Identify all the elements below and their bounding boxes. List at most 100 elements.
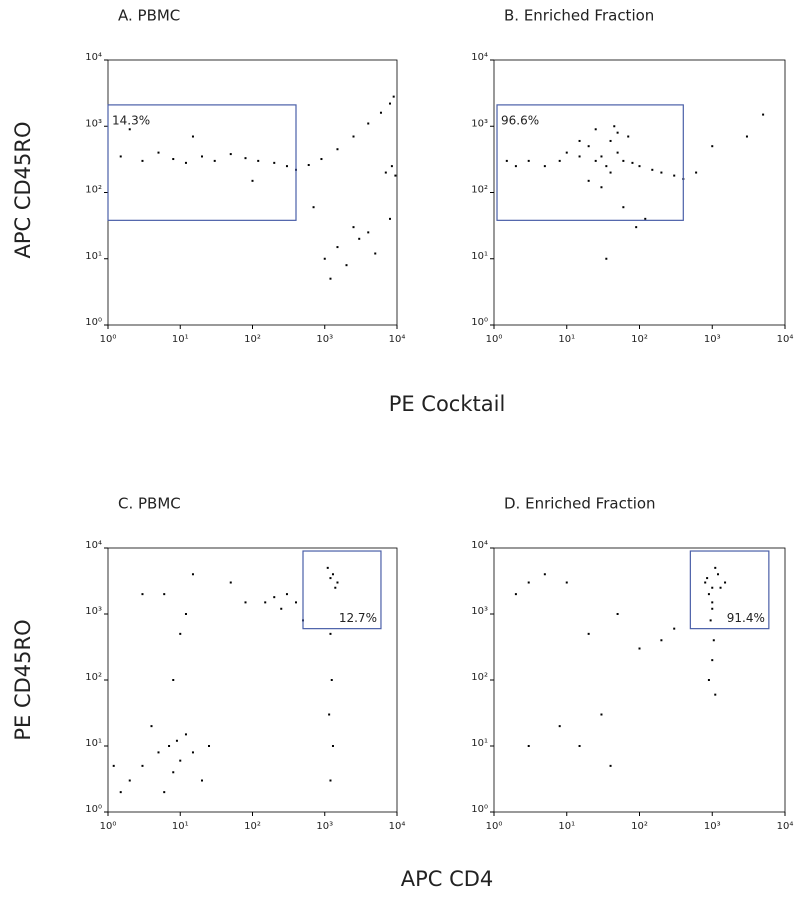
event-dot — [616, 613, 619, 615]
y-tick-label: 10⁴ — [471, 540, 488, 551]
x-tick-label: 10⁰ — [486, 821, 503, 832]
event-dot — [622, 159, 625, 162]
panel-title: D. Enriched Fraction — [504, 495, 656, 513]
panel-title: C. PBMC — [118, 495, 181, 513]
event-dot — [711, 601, 714, 604]
row-x-label: PE Cocktail — [389, 392, 506, 416]
x-tick-label: 10⁴ — [389, 334, 406, 345]
event-dot — [631, 161, 634, 164]
event-dot — [336, 246, 339, 249]
event-dot — [660, 639, 663, 642]
event-dot — [163, 593, 166, 596]
event-dot — [660, 171, 663, 174]
plot-frame — [107, 547, 398, 813]
event-dot — [141, 159, 144, 162]
event-dot — [326, 566, 329, 569]
event-dot — [257, 159, 260, 162]
y-tick-label: 10³ — [471, 118, 488, 129]
event-dot — [191, 573, 194, 576]
y-tick-label: 10⁰ — [471, 804, 488, 815]
event-dot — [673, 174, 676, 177]
event-dot — [711, 145, 714, 148]
event-dot — [213, 159, 216, 162]
event-dot — [514, 593, 517, 596]
event-dot — [179, 632, 182, 635]
event-dot — [543, 573, 546, 576]
x-tick-label: 10⁰ — [100, 821, 117, 832]
x-tick-label: 10⁰ — [100, 334, 117, 345]
y-tick-label: 10⁰ — [85, 317, 102, 328]
event-dot — [527, 159, 530, 162]
event-dot — [712, 639, 715, 642]
event-dot — [609, 139, 612, 142]
event-dot — [388, 217, 391, 220]
x-tick-label: 10³ — [316, 334, 333, 345]
event-dot — [141, 593, 144, 596]
event-dot — [179, 759, 182, 762]
x-tick-label: 10¹ — [172, 821, 189, 832]
event-dot — [323, 257, 326, 260]
event-dot — [128, 779, 131, 782]
y-tick-label: 10¹ — [471, 251, 488, 262]
event-dot — [200, 779, 203, 782]
x-tick-label: 10² — [631, 334, 648, 345]
event-dot — [334, 586, 337, 589]
event-dot — [229, 581, 232, 584]
event-dot — [704, 581, 707, 584]
y-tick-label: 10³ — [85, 118, 102, 129]
event-dot — [711, 586, 714, 589]
x-tick-label: 10¹ — [558, 334, 575, 345]
event-dot — [352, 226, 355, 229]
event-dot — [719, 586, 722, 589]
event-dot — [358, 237, 361, 240]
event-dot — [594, 159, 597, 162]
event-dot — [392, 95, 395, 98]
event-dot — [328, 713, 331, 716]
event-dot — [150, 725, 153, 728]
event-dot — [527, 581, 530, 584]
event-dot — [638, 165, 641, 168]
event-dot — [112, 764, 115, 767]
event-dot — [264, 601, 267, 604]
y-tick-label: 10¹ — [85, 738, 102, 749]
event-dot — [644, 217, 647, 220]
event-dot — [331, 745, 334, 747]
event-dot — [609, 171, 612, 174]
plot-frame — [493, 547, 786, 813]
event-dot — [141, 764, 144, 767]
x-tick-label: 10³ — [704, 334, 721, 345]
event-dot — [711, 659, 714, 662]
event-dot — [587, 179, 590, 182]
event-dot — [157, 751, 160, 754]
x-tick-label: 10² — [244, 821, 261, 832]
y-tick-label: 10⁴ — [85, 540, 102, 551]
row-x-label: APC CD4 — [401, 867, 494, 891]
y-tick-label: 10³ — [471, 606, 488, 617]
event-dot — [527, 745, 530, 747]
x-tick-label: 10² — [631, 821, 648, 832]
event-dot — [635, 226, 638, 229]
event-dot — [336, 581, 339, 584]
event-dot — [605, 165, 608, 168]
event-dot — [208, 745, 211, 747]
event-dot — [374, 252, 377, 255]
event-dot — [172, 679, 175, 681]
event-dot — [587, 632, 590, 635]
event-dot — [191, 135, 194, 138]
x-tick-label: 10⁴ — [777, 821, 794, 832]
event-dot — [330, 679, 333, 681]
event-dot — [714, 566, 717, 569]
event-dot — [762, 113, 765, 116]
event-dot — [706, 577, 709, 580]
event-dot — [578, 139, 581, 142]
event-dot — [565, 151, 568, 154]
event-dot — [558, 725, 561, 728]
event-dot — [345, 264, 348, 267]
event-dot — [600, 155, 603, 158]
event-dot — [578, 155, 581, 158]
event-dot — [163, 791, 166, 794]
event-dot — [273, 596, 276, 599]
event-dot — [367, 122, 370, 125]
y-tick-label: 10⁴ — [85, 52, 102, 63]
